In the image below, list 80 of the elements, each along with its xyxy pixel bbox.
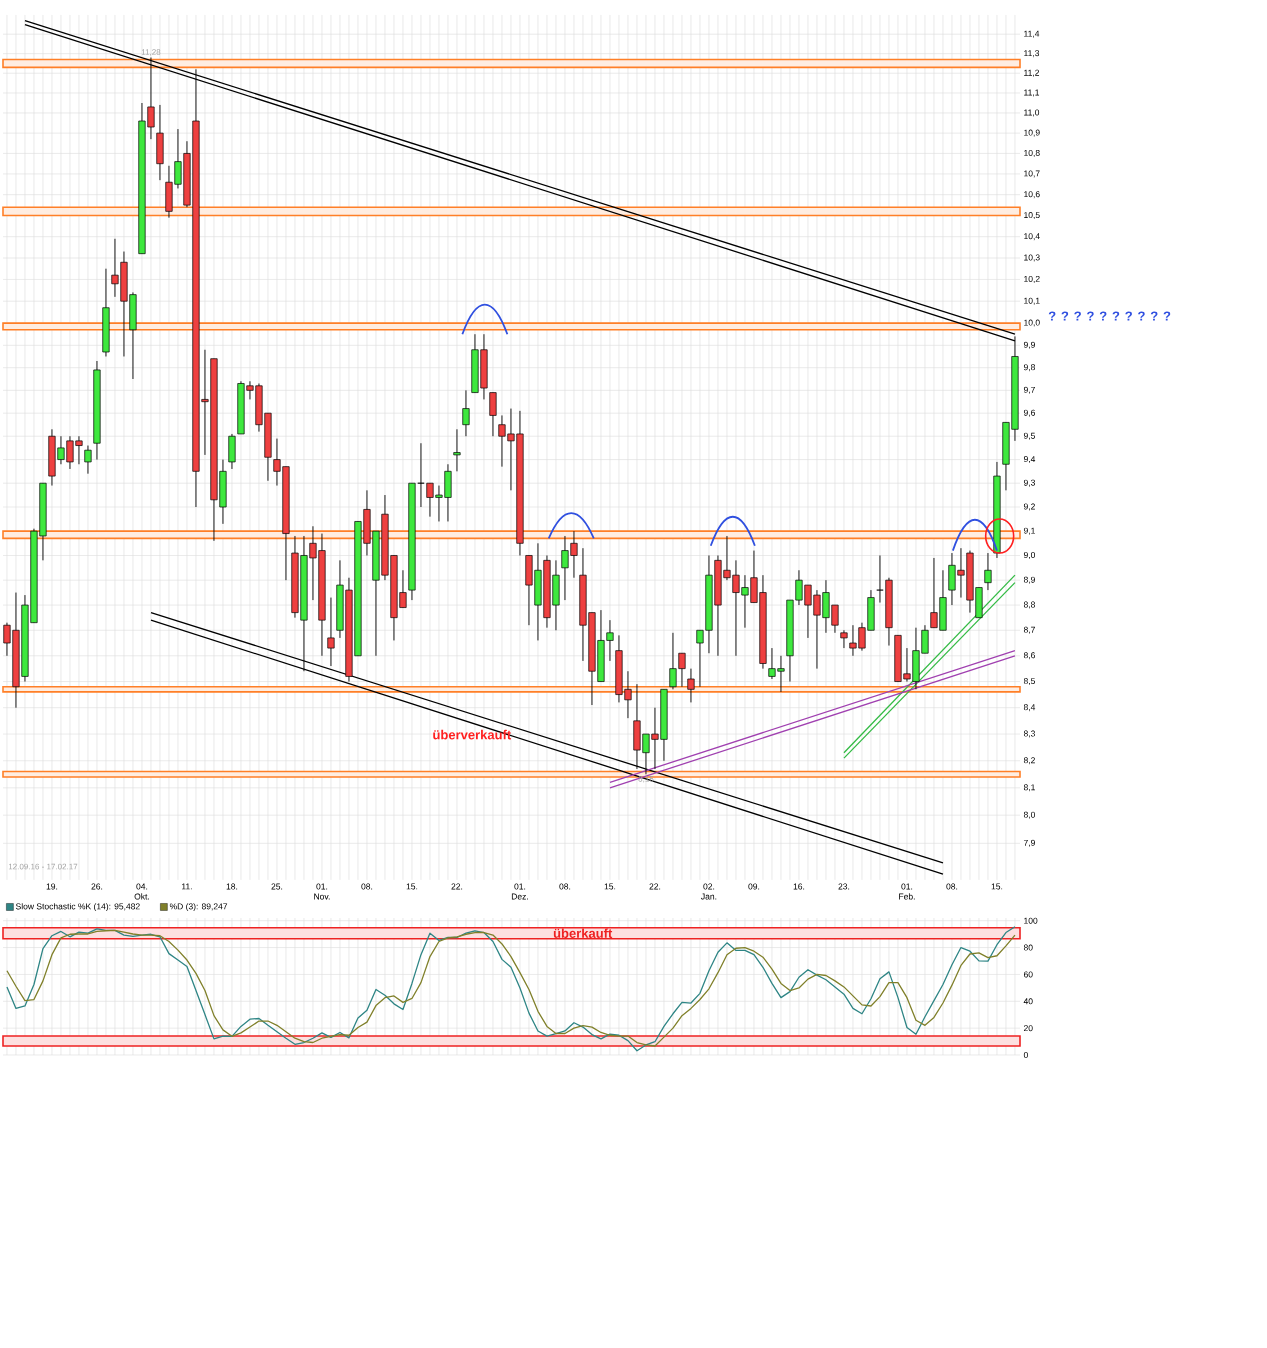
x-tick-label: 18. bbox=[226, 883, 238, 890]
annotation: überverkauft bbox=[433, 729, 512, 740]
y-tick-label: 9,5 bbox=[1023, 432, 1035, 440]
y-tick-label: 11,3 bbox=[1024, 50, 1040, 58]
y-tick-label: 8,1 bbox=[1023, 784, 1035, 792]
candlestick bbox=[984, 552, 992, 591]
y-tick-label: 11,0 bbox=[1024, 109, 1040, 117]
x-tick-label: 09. bbox=[748, 883, 760, 890]
x-tick-label: 02. Jan. bbox=[701, 883, 717, 900]
y-tick-label: 60 bbox=[1023, 971, 1033, 978]
y-tick-label: 9,9 bbox=[1023, 341, 1035, 349]
y-tick-label: 9,8 bbox=[1023, 364, 1035, 372]
y-tick-label: 8,4 bbox=[1023, 704, 1036, 712]
x-tick-label: 04. Okt. bbox=[134, 883, 149, 900]
candlestick bbox=[462, 389, 470, 437]
x-tick-label: 15. bbox=[406, 883, 418, 890]
y-tick-label: 9,2 bbox=[1023, 503, 1035, 511]
y-tick-label: 10,4 bbox=[1024, 233, 1040, 241]
x-tick-label: 16. bbox=[793, 883, 805, 890]
y-tick-label: 11,1 bbox=[1024, 89, 1040, 97]
y-tick-label: 11,4 bbox=[1024, 30, 1040, 38]
annotation: 8,15 bbox=[638, 776, 654, 783]
y-tick-label: 9,3 bbox=[1023, 479, 1035, 487]
band-label: überkauft bbox=[553, 928, 613, 938]
y-tick-label: 10,2 bbox=[1024, 275, 1040, 283]
y-tick-label: 9,6 bbox=[1023, 409, 1035, 417]
y-tick-label: 10,9 bbox=[1024, 129, 1040, 137]
x-tick-label: 01. Dez. bbox=[511, 883, 528, 900]
candlestick bbox=[327, 597, 335, 667]
annotation: 11,28 bbox=[141, 49, 161, 56]
y-tick-label: 8,0 bbox=[1023, 811, 1036, 819]
x-tick-label: 15. bbox=[991, 883, 1003, 890]
candlestick bbox=[84, 445, 92, 475]
y-tick-label: 8,2 bbox=[1023, 757, 1035, 765]
legend-label: %D (3): 89,247 bbox=[169, 903, 228, 912]
x-tick-label: 19. bbox=[46, 883, 58, 890]
x-tick-label: 26. bbox=[91, 883, 103, 890]
y-tick-label: 80 bbox=[1023, 944, 1033, 951]
legend-label: Slow Stochastic %K (14): 95,482 bbox=[15, 903, 140, 912]
y-tick-label: 9,4 bbox=[1023, 456, 1036, 464]
candlestick bbox=[687, 668, 695, 703]
x-tick-label: 01. Nov. bbox=[314, 883, 330, 900]
annotation: 12.09.16 - 17.02.17 bbox=[8, 863, 78, 870]
y-tick-label: 9,7 bbox=[1023, 386, 1035, 394]
y-tick-label: 10,0 bbox=[1024, 319, 1040, 327]
y-tick-label: 10,5 bbox=[1024, 212, 1040, 220]
x-tick-label: 22. bbox=[451, 883, 463, 890]
y-tick-label: 10,3 bbox=[1024, 254, 1040, 262]
y-tick-label: 0 bbox=[1023, 1052, 1028, 1059]
y-tick-label: 8,6 bbox=[1023, 652, 1035, 660]
y-tick-label: 10,1 bbox=[1024, 297, 1040, 305]
x-tick-label: 08. bbox=[946, 883, 958, 890]
x-tick-label: 08. bbox=[361, 883, 373, 890]
y-tick-label: 11,2 bbox=[1024, 69, 1040, 77]
candlestick bbox=[489, 392, 497, 437]
x-tick-label: 25. bbox=[271, 883, 283, 890]
y-tick-label: 8,9 bbox=[1023, 576, 1035, 584]
y-tick-label: 10,6 bbox=[1024, 191, 1040, 199]
y-tick-label: 7,9 bbox=[1023, 839, 1035, 847]
x-tick-label: 08. bbox=[559, 883, 571, 890]
y-tick-label: 9,0 bbox=[1023, 551, 1036, 559]
x-tick-label: 11. bbox=[182, 883, 192, 890]
y-tick-label: 10,8 bbox=[1024, 149, 1040, 157]
y-tick-label: 8,8 bbox=[1023, 601, 1035, 609]
x-tick-label: 23. bbox=[838, 883, 850, 890]
x-tick-label: 01. Feb. bbox=[899, 883, 915, 900]
y-tick-label: 20 bbox=[1023, 1025, 1033, 1032]
y-tick-label: 10,7 bbox=[1024, 170, 1040, 178]
candlestick bbox=[453, 428, 461, 472]
candlestick bbox=[876, 555, 884, 603]
y-tick-label: 40 bbox=[1023, 998, 1033, 1005]
y-tick-label: 9,1 bbox=[1023, 527, 1035, 535]
x-tick-label: 22. bbox=[649, 883, 661, 890]
y-tick-label: 8,3 bbox=[1023, 730, 1035, 738]
text: ? ? ? ? ? ? ? ? ? ? bbox=[1048, 311, 1171, 321]
y-tick-label: 8,5 bbox=[1023, 678, 1035, 686]
candlestick bbox=[840, 629, 848, 649]
x-tick-label: 15. bbox=[604, 883, 616, 890]
y-tick-label: 100 bbox=[1024, 917, 1038, 924]
y-tick-label: 8,7 bbox=[1023, 626, 1035, 634]
